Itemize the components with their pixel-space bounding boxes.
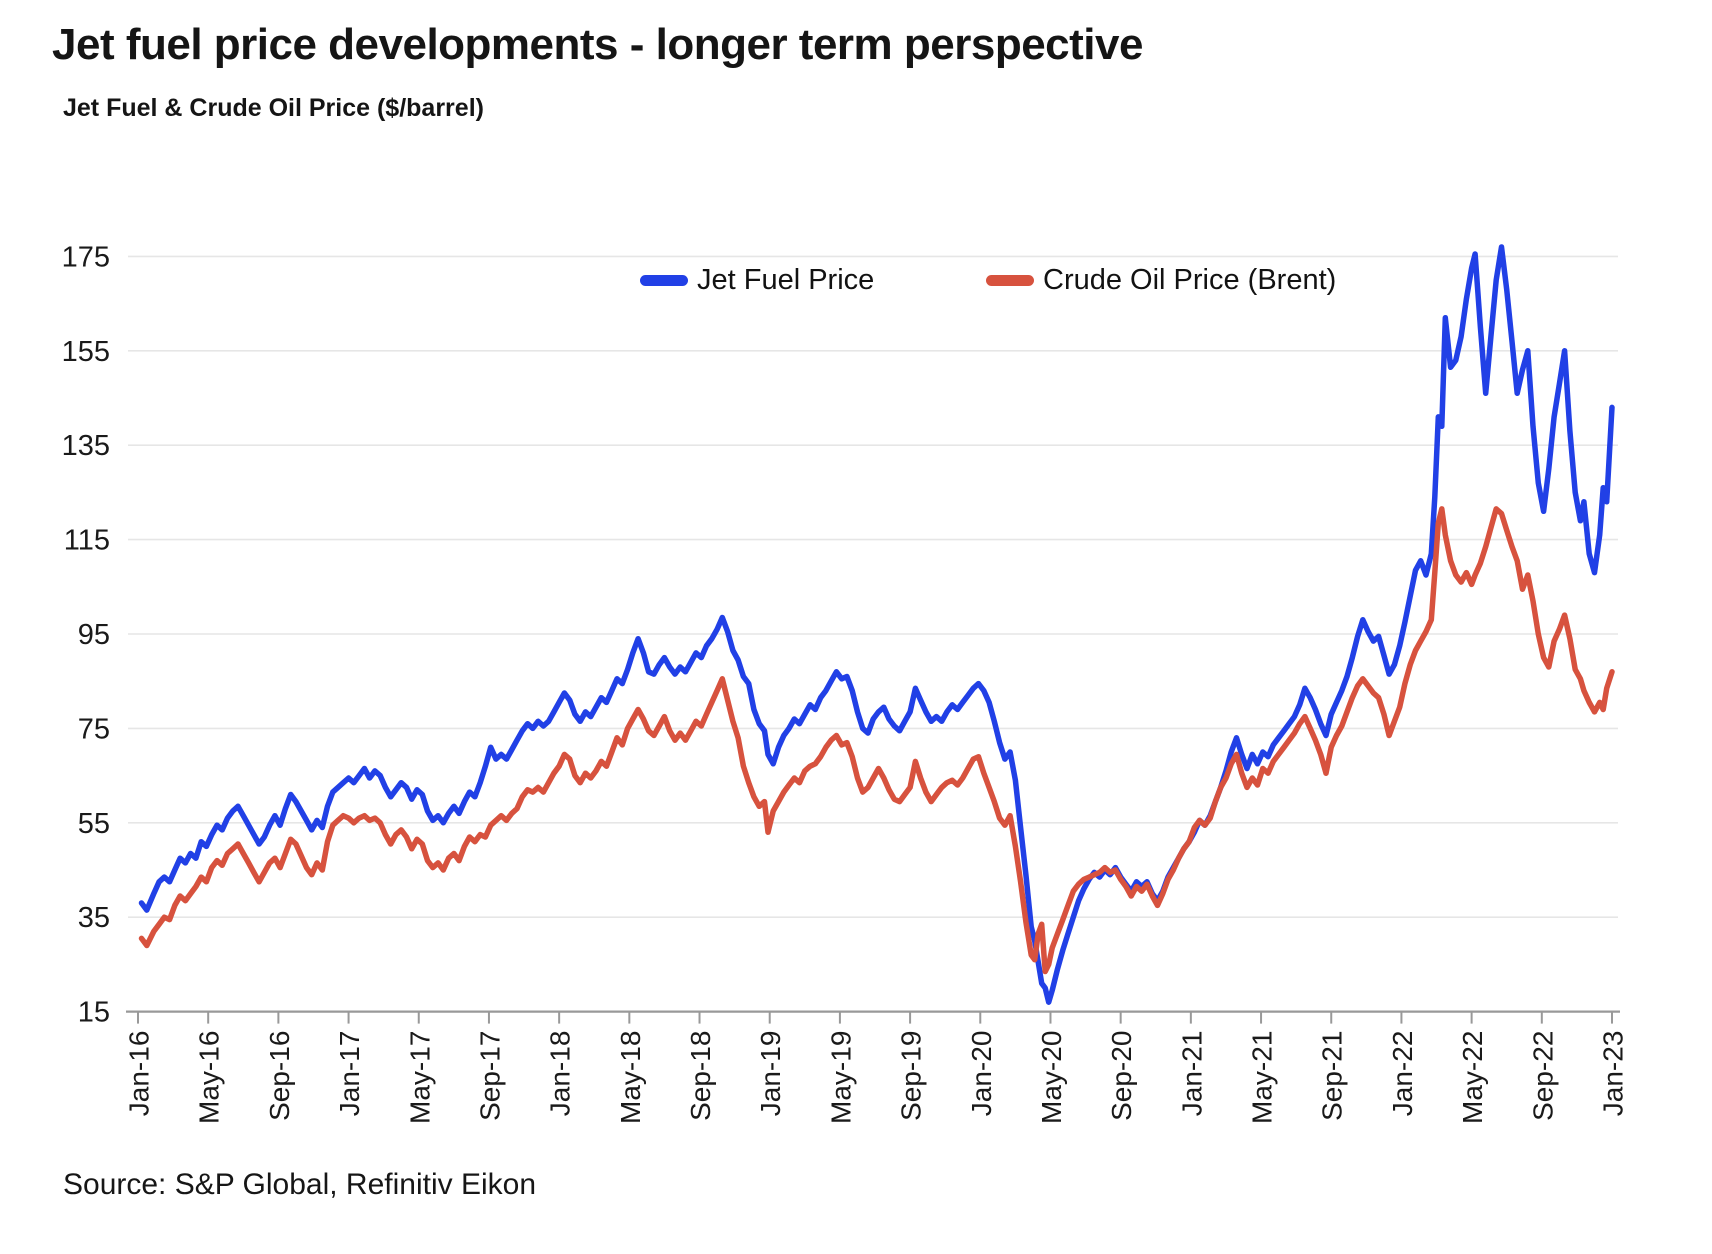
y-tick-label-155: 155: [62, 336, 110, 368]
x-tick-label-Sep-17: Sep-17: [474, 1031, 505, 1121]
legend-item-jet-fuel: Jet Fuel Price: [640, 263, 874, 297]
y-tick-label-75: 75: [78, 713, 110, 745]
x-tick-label-May-17: May-17: [404, 1031, 435, 1124]
jet-fuel-legend-swatch: [640, 274, 688, 286]
source-note: Source: S&P Global, Refinitiv Eikon: [63, 1168, 537, 1201]
brent-legend-label: Crude Oil Price (Brent): [1043, 263, 1337, 296]
x-tick-label-May-16: May-16: [194, 1031, 225, 1124]
y-tick-label-35: 35: [78, 902, 110, 934]
x-tick-label-May-22: May-22: [1457, 1031, 1488, 1124]
x-tick-label-Jan-19: Jan-19: [755, 1031, 786, 1117]
x-tick-label-May-19: May-19: [825, 1031, 856, 1124]
x-tick-label-May-18: May-18: [615, 1031, 646, 1124]
jet-fuel-legend-label: Jet Fuel Price: [697, 263, 875, 296]
page-title: Jet fuel price developments - longer ter…: [52, 20, 1143, 69]
jet-fuel-line: [138, 244, 1615, 1005]
x-tick-label-Sep-16: Sep-16: [264, 1031, 295, 1121]
x-tick-label-Sep-21: Sep-21: [1317, 1031, 1348, 1121]
brent-legend-swatch: [986, 274, 1034, 286]
x-tick-label-Sep-22: Sep-22: [1527, 1031, 1558, 1121]
y-tick-label-15: 15: [78, 997, 110, 1029]
x-tick-label-Sep-18: Sep-18: [685, 1031, 716, 1121]
y-tick-label-175: 175: [62, 241, 110, 273]
x-tick-label-Jan-22: Jan-22: [1387, 1031, 1418, 1117]
y-tick-label-55: 55: [78, 808, 110, 840]
x-tick-label-May-20: May-20: [1036, 1031, 1067, 1124]
brent-line: [138, 506, 1615, 975]
x-tick-label-Jan-23: Jan-23: [1598, 1031, 1629, 1117]
y-tick-label-135: 135: [62, 430, 110, 462]
x-tick-label-Jan-17: Jan-17: [334, 1031, 365, 1117]
chart-subtitle: Jet Fuel & Crude Oil Price ($/barrel): [63, 94, 484, 122]
x-tick-label-Jan-18: Jan-18: [545, 1031, 576, 1117]
x-tick-label-Jan-21: Jan-21: [1176, 1031, 1207, 1117]
y-tick-label-115: 115: [64, 525, 110, 557]
x-tick-label-Sep-19: Sep-19: [896, 1031, 927, 1121]
x-tick-label-Jan-20: Jan-20: [966, 1031, 997, 1117]
y-tick-label-95: 95: [78, 619, 110, 651]
x-tick-label-May-21: May-21: [1247, 1031, 1278, 1124]
legend-item-brent: Crude Oil Price (Brent): [986, 263, 1336, 297]
x-tick-label-Jan-16: Jan-16: [124, 1031, 155, 1117]
x-tick-label-Sep-20: Sep-20: [1106, 1031, 1137, 1121]
